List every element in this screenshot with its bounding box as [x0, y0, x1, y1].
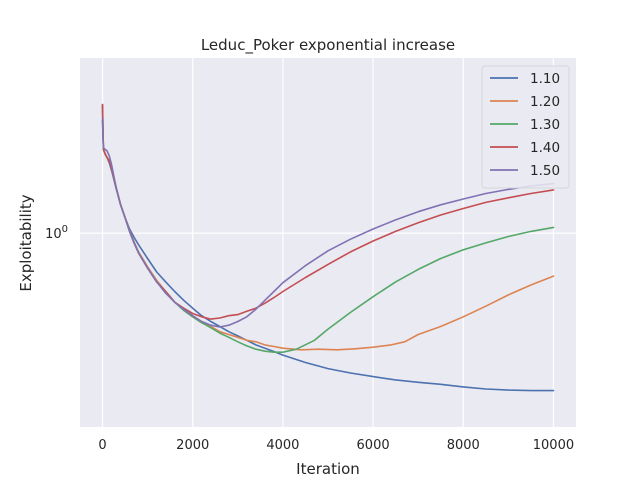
x-tick-label: 2000 [176, 438, 209, 453]
series-line-1.50 [101, 117, 555, 328]
x-tick-label: 10000 [533, 438, 574, 453]
y-tick-label: 100 [45, 224, 68, 242]
legend-label: 1.10 [530, 71, 560, 87]
x-tick-label: 4000 [266, 438, 299, 453]
x-tick-label: 0 [98, 438, 106, 453]
legend-label: 1.40 [530, 140, 560, 156]
legend-label: 1.20 [530, 94, 560, 110]
x-axis-label: Iteration [296, 460, 360, 478]
legend-label: 1.50 [530, 163, 560, 179]
x-tick-label: 8000 [447, 438, 480, 453]
x-axis-ticks: 0 2000 4000 6000 8000 10000 [98, 438, 574, 453]
legend-box [481, 65, 570, 189]
series-lines [101, 103, 555, 392]
legend-label: 1.30 [530, 117, 560, 133]
y-axis-ticks: 100 [45, 224, 68, 242]
chart-title: Leduc_Poker exponential increase [201, 36, 455, 55]
legend: 1.10 1.20 1.30 1.40 1.50 [481, 65, 570, 189]
x-tick-label: 6000 [357, 438, 390, 453]
y-axis-label: Exploitability [17, 194, 35, 291]
